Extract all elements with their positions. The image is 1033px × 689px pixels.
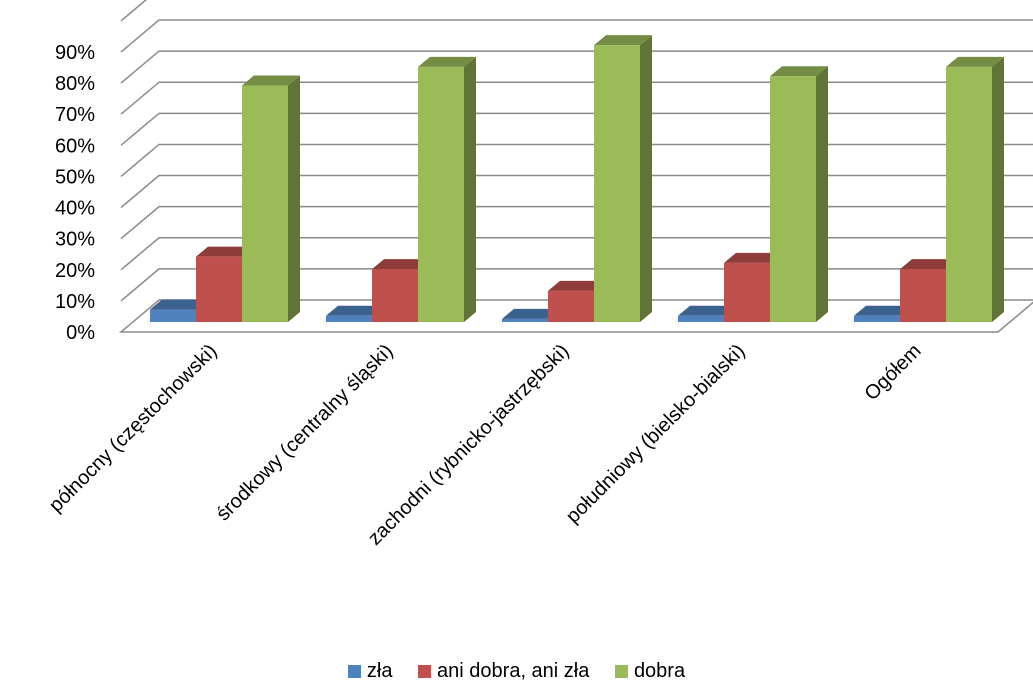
bar-top: [724, 252, 782, 263]
bar-dobra-ogolem: [946, 56, 1004, 323]
x-tick-label-ogolem: Ogółem: [860, 340, 925, 405]
gridline: [120, 0, 147, 22]
x-tick-label-zachodni-rybnicko-jastrzebski: zachodni (rybnicko-jastrzębski): [364, 340, 574, 550]
legend-label-zla: zła: [366, 660, 393, 683]
bar-dobra-zachodni-rybnicko-jastrzebski: [594, 35, 652, 322]
gridline: [120, 19, 1033, 53]
gridline: [120, 50, 1033, 84]
y-tick-label: 50%: [55, 166, 95, 188]
gridline: [120, 112, 1033, 146]
gridline: [120, 237, 1033, 271]
bar-top: [372, 259, 430, 270]
bar-ani-dobra-ani-zla-srodkowy-centralny-slaski: [372, 259, 430, 322]
gridline: [120, 81, 1033, 115]
bar-side: [288, 75, 300, 322]
y-tick-label: 70%: [55, 104, 95, 126]
bar-front: [150, 309, 196, 322]
x-tick-label-srodkowy-centralny-slaski: środkowy (centralny śląski): [212, 340, 397, 525]
y-tick-label: 0%: [66, 322, 95, 344]
legend-item-zla: zła: [347, 660, 393, 683]
bar-side: [464, 56, 476, 323]
y-tick-label: 40%: [55, 198, 95, 220]
gridline: [120, 205, 1033, 240]
bar-side: [816, 66, 828, 322]
y-tick-label: 20%: [55, 260, 95, 282]
y-axis-tick-labels: 0% 10% 20% 30% 40% 50% 60% 70% 80% 90%: [55, 42, 95, 344]
y-tick-label: 90%: [55, 42, 95, 64]
chart-legend: zła ani dobra, ani zła dobra: [0, 660, 1033, 683]
y-tick-label: 60%: [55, 135, 95, 157]
bar-front: [326, 315, 372, 322]
x-tick-label-polnocny-czestochowski: północny (częstochowski): [45, 340, 222, 517]
x-tick-label-poludniowy-bielsko-bialski: południowy (bielsko-bialski): [562, 340, 750, 528]
y-tick-label: 80%: [55, 73, 95, 95]
bar-top: [150, 299, 208, 310]
bar-dobra-polnocny-czestochowski: [242, 75, 300, 322]
bar-front: [678, 315, 724, 322]
bar-front: [418, 66, 464, 322]
bar-top: [678, 305, 736, 316]
bar-top: [594, 35, 652, 46]
bar-dobra-poludniowy-bielsko-bialski: [770, 66, 828, 322]
bar-front: [854, 315, 900, 322]
bar-front: [900, 269, 946, 322]
bar-top: [196, 246, 254, 257]
bar-side: [992, 56, 1004, 323]
bar-top: [770, 66, 828, 77]
bar-front: [724, 262, 770, 322]
y-tick-label: 10%: [55, 291, 95, 313]
legend-swatch-dobra: [614, 665, 628, 679]
y-tick-label: 30%: [55, 229, 95, 251]
legend-label-ani-dobra-ani-zla: ani dobra, ani zła: [437, 660, 590, 683]
bar-top: [946, 56, 1004, 67]
bar-front: [548, 290, 594, 322]
bar-top: [242, 75, 300, 86]
bar-top: [326, 305, 384, 316]
bar-dobra-srodkowy-centralny-slaski: [418, 56, 476, 323]
legend-swatch-zla: [347, 665, 361, 679]
legend-swatch-ani-dobra-ani-zla: [418, 665, 432, 679]
bar-front: [594, 45, 640, 322]
bar-front: [770, 76, 816, 322]
bar-side: [640, 35, 652, 322]
bar-front: [502, 318, 548, 322]
bar-top: [418, 56, 476, 67]
chart-bars: [150, 35, 1004, 323]
bar-top: [854, 305, 912, 316]
bar-top: [548, 280, 606, 291]
legend-item-dobra: dobra: [614, 660, 686, 683]
legend-label-dobra: dobra: [633, 660, 686, 683]
bar-front: [946, 66, 992, 322]
bar-top: [900, 259, 958, 270]
bar-top: [502, 308, 560, 319]
bar-front: [242, 85, 288, 322]
legend-item-ani-dobra-ani-zla: ani dobra, ani zła: [418, 660, 589, 683]
x-axis-tick-labels: północny (częstochowski)środkowy (centra…: [45, 340, 926, 550]
bar-front: [372, 269, 418, 322]
gridline: [120, 174, 1033, 209]
bar-front: [196, 256, 242, 322]
gridline: [120, 143, 1033, 178]
